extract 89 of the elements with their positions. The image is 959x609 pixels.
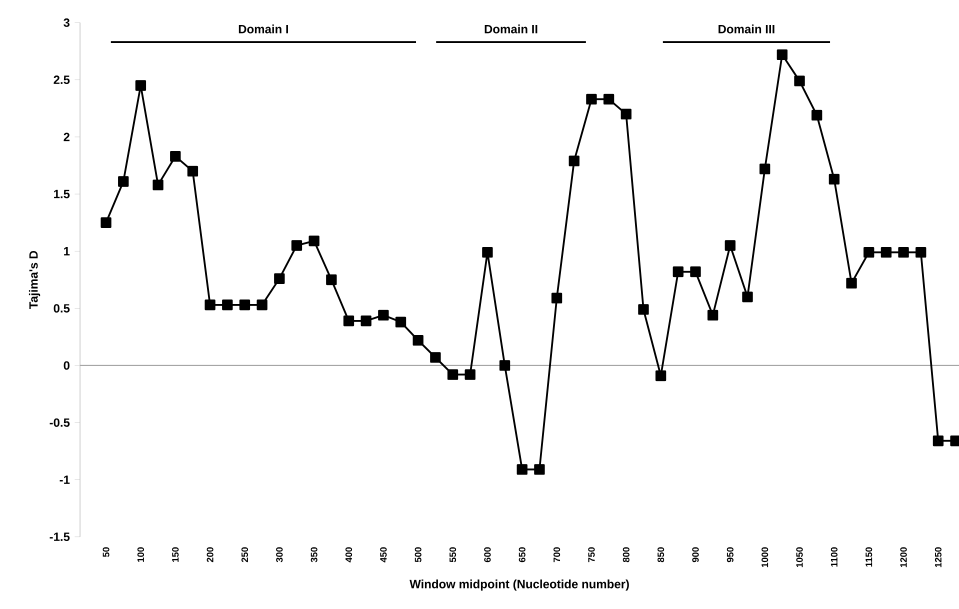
x-tick-label: 50 bbox=[102, 547, 110, 558]
x-tick-label: 700 bbox=[554, 547, 560, 562]
y-tick-label: 0.5 bbox=[54, 304, 70, 313]
x-tick-label: 450 bbox=[380, 547, 387, 562]
y-tick-label: -0.5 bbox=[50, 418, 70, 427]
point bbox=[742, 292, 753, 302]
point bbox=[100, 217, 112, 228]
point bbox=[187, 166, 198, 177]
point bbox=[308, 236, 320, 246]
point bbox=[568, 156, 580, 166]
point bbox=[378, 310, 389, 321]
point bbox=[760, 164, 770, 174]
point bbox=[343, 316, 354, 326]
point bbox=[794, 76, 805, 86]
y-tick-label: 2.5 bbox=[54, 76, 70, 84]
x-tick-label: 1050 bbox=[796, 547, 803, 568]
point bbox=[638, 304, 649, 315]
x-tick-label: 1200 bbox=[900, 547, 907, 568]
x-tick-label: 550 bbox=[449, 547, 456, 562]
point bbox=[482, 247, 493, 258]
point bbox=[256, 300, 268, 310]
x-tick-label: 200 bbox=[206, 547, 214, 562]
point bbox=[707, 310, 718, 321]
point bbox=[412, 335, 424, 346]
x-tick-label: 600 bbox=[484, 547, 491, 562]
y-tick-label: -1 bbox=[60, 476, 70, 484]
x-tick-label: 1000 bbox=[762, 547, 768, 568]
point bbox=[118, 176, 129, 187]
point bbox=[690, 266, 701, 278]
point bbox=[239, 300, 250, 310]
point bbox=[170, 151, 181, 162]
point bbox=[291, 240, 302, 251]
x-tick-label: 150 bbox=[172, 547, 179, 562]
point bbox=[916, 247, 926, 258]
x-tick-label: 800 bbox=[622, 547, 630, 562]
series-label: Domain III bbox=[718, 24, 774, 34]
point bbox=[430, 352, 441, 363]
point bbox=[620, 108, 632, 120]
x-tick-label: 400 bbox=[345, 547, 352, 562]
point bbox=[846, 278, 857, 289]
point bbox=[499, 360, 510, 371]
x-tick-label: 1150 bbox=[866, 547, 872, 567]
point bbox=[724, 240, 736, 251]
x-axis-title: Window midpoint (Nucleotide number) bbox=[410, 580, 629, 591]
y-tick-label: 0 bbox=[64, 361, 70, 370]
point bbox=[932, 436, 944, 446]
y-tick-label: 1 bbox=[64, 247, 70, 256]
point bbox=[274, 273, 285, 284]
point bbox=[222, 300, 233, 310]
point bbox=[898, 247, 909, 258]
x-tick-label: 1250 bbox=[934, 547, 942, 568]
x-tick-label: 750 bbox=[588, 547, 595, 562]
point bbox=[776, 49, 788, 60]
x-tick-label: 100 bbox=[137, 547, 144, 562]
y-axis-title: Tajima's D bbox=[28, 251, 40, 310]
x-tick-label: 950 bbox=[726, 547, 734, 562]
y-tick-label: -1.5 bbox=[50, 532, 70, 542]
point bbox=[135, 80, 146, 91]
x-tick-label: 900 bbox=[692, 547, 699, 562]
point bbox=[828, 174, 840, 185]
point bbox=[360, 316, 372, 326]
series-label: Domain I bbox=[238, 24, 288, 34]
point bbox=[516, 464, 528, 475]
x-tick-label: 500 bbox=[414, 547, 422, 562]
point bbox=[534, 464, 545, 475]
x-tick-label: 650 bbox=[518, 547, 526, 562]
point bbox=[551, 292, 562, 304]
point bbox=[672, 266, 684, 278]
point bbox=[464, 369, 476, 380]
point bbox=[864, 247, 874, 258]
point bbox=[586, 94, 597, 105]
x-tick-label: 1100 bbox=[830, 547, 838, 567]
x-tick-label: 300 bbox=[276, 547, 283, 562]
x-tick-label: 350 bbox=[310, 547, 318, 562]
point bbox=[603, 94, 614, 105]
x-tick-label: 250 bbox=[241, 547, 248, 562]
point bbox=[447, 369, 458, 380]
point bbox=[204, 300, 216, 310]
x-tick-label: 850 bbox=[658, 547, 664, 562]
point bbox=[326, 274, 337, 286]
y-tick-label: 2 bbox=[64, 132, 70, 142]
point bbox=[395, 316, 406, 328]
point bbox=[880, 247, 892, 258]
point bbox=[812, 110, 822, 121]
point bbox=[152, 180, 164, 190]
y-tick-label: 3 bbox=[64, 18, 70, 27]
series-label: Domain II bbox=[484, 24, 538, 34]
point bbox=[655, 370, 666, 382]
y-tick-label: 1.5 bbox=[54, 190, 70, 198]
